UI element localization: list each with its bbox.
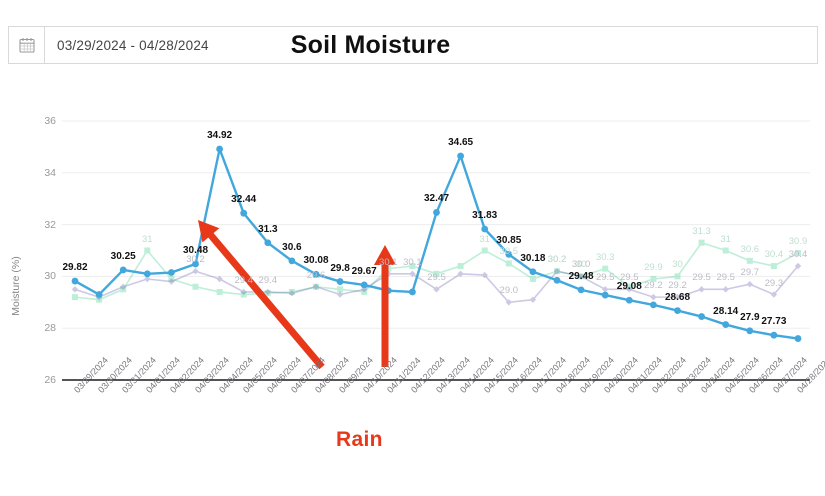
data-point-label: 32.44	[231, 194, 257, 206]
y-axis-tick-label: 32	[44, 218, 56, 231]
data-point-label: 30.48	[182, 244, 209, 256]
data-point-label: 29.5	[595, 272, 615, 284]
data-point-label: 30.1	[403, 256, 422, 268]
data-point-label: 30.85	[496, 235, 522, 247]
rain-annotation-label: Rain	[336, 428, 383, 451]
calendar-icon	[18, 38, 35, 53]
data-point-label: 29.8	[330, 262, 350, 274]
data-point-label: 29.4	[258, 274, 278, 286]
data-point-label: 31.83	[472, 210, 498, 221]
data-point-label: 30.6	[740, 243, 760, 255]
data-point-label: 30.6	[282, 241, 302, 253]
data-point-label: 30.5	[499, 246, 519, 258]
page-title: Soil Moisture	[290, 30, 451, 59]
data-point-label: 29.6	[306, 269, 326, 281]
rain-annotation-arrows	[198, 220, 396, 370]
data-point-label: 29.5	[427, 272, 446, 284]
calendar-button[interactable]	[9, 27, 45, 63]
data-point-label: 34.65	[448, 136, 474, 148]
data-point-label: 28.14	[713, 305, 739, 317]
data-point-label: 30.2	[547, 254, 567, 266]
data-point-label: 31.3	[692, 225, 711, 237]
data-point-label: 30.9	[788, 236, 808, 248]
chart-header: 03/29/2024 - 04/28/2024 Soil Moisture	[8, 26, 818, 64]
y-axis-tick-label: 30	[44, 270, 56, 283]
data-point-label: 31	[479, 233, 490, 245]
data-point-label: 31	[720, 233, 731, 245]
y-axis-tick-label: 28	[44, 322, 56, 335]
date-range-field[interactable]: 03/29/2024 - 04/28/2024	[57, 37, 209, 53]
data-point-label: 32.47	[423, 193, 450, 205]
y-axis-tick-label: 34	[44, 166, 56, 179]
data-point-label: 30	[575, 259, 587, 271]
data-point-label: 34.92	[207, 129, 233, 141]
data-point-label: 30.2	[547, 254, 567, 266]
data-point-label: 30.08	[303, 255, 329, 267]
data-point-label: 28.68	[664, 291, 691, 303]
data-point-label: 29.2	[644, 280, 663, 292]
data-point-label: 30.3	[595, 251, 615, 263]
data-point-label: 29.5	[716, 272, 735, 284]
data-point-label: 27.9	[740, 311, 760, 323]
data-point-label: 29.67	[351, 265, 377, 277]
data-point-label: 31	[142, 233, 153, 245]
data-point-label: 30.0	[571, 259, 591, 271]
data-point-label: 30.2	[186, 254, 205, 266]
data-point-label: 30.4	[788, 249, 808, 261]
data-point-label: 27.73	[761, 316, 787, 328]
data-point-label: 29.08	[616, 281, 642, 293]
data-point-label: 30	[672, 259, 683, 271]
data-point-label: 30.1	[379, 256, 398, 268]
data-point-label: 29.0	[499, 285, 519, 297]
data-point-label: 29.5	[620, 272, 639, 284]
y-axis-tick-label: 26	[44, 374, 56, 386]
data-point-label: 29.4	[234, 274, 253, 286]
data-point-label: 29.82	[62, 262, 88, 274]
data-point-label: 29.3	[764, 277, 784, 289]
data-point-label: 30.4	[764, 249, 784, 261]
chart-plot-area: Moisture (%) 26 28 30 32 34 36 03/29/2024 03/3…	[0, 85, 825, 496]
chart-svg	[62, 120, 810, 381]
data-point-label: 29.9	[644, 261, 663, 273]
data-point-label: 29.7	[740, 267, 760, 279]
data-point-label: 30.25	[110, 250, 136, 262]
data-point-label: 29.2	[668, 280, 687, 292]
data-point-label: 31.3	[258, 223, 278, 235]
data-point-label: 29.48	[568, 270, 594, 282]
y-axis-tick-label: 36	[44, 115, 56, 127]
data-point-label: 30.18	[520, 252, 546, 264]
data-point-label: 29.5	[692, 272, 711, 284]
